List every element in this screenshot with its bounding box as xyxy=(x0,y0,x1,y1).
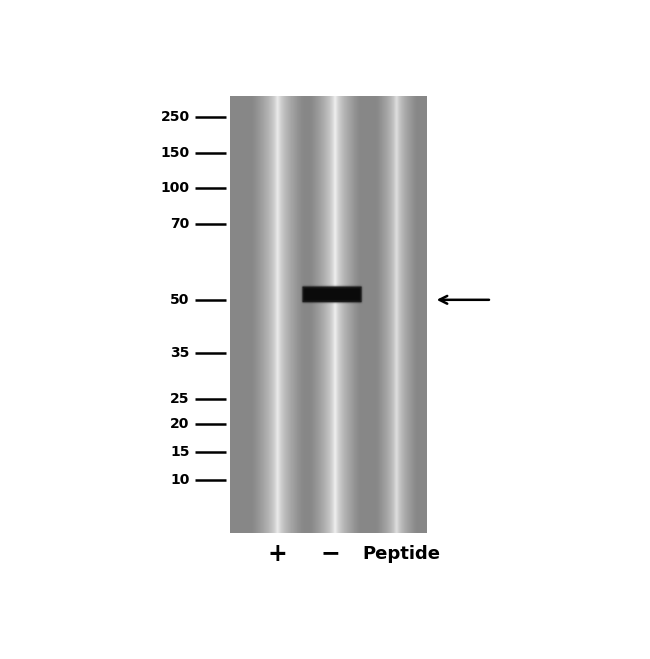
Text: 50: 50 xyxy=(170,293,190,307)
Text: 150: 150 xyxy=(161,146,190,159)
Text: 15: 15 xyxy=(170,445,190,459)
Text: 35: 35 xyxy=(170,346,190,360)
Text: 70: 70 xyxy=(170,217,190,231)
Text: 250: 250 xyxy=(161,110,190,124)
Text: 10: 10 xyxy=(170,473,190,487)
Text: −: − xyxy=(320,542,340,565)
Text: 25: 25 xyxy=(170,391,190,406)
Text: 20: 20 xyxy=(170,417,190,431)
Text: +: + xyxy=(267,542,287,565)
Text: 100: 100 xyxy=(161,181,190,195)
Text: Peptide: Peptide xyxy=(363,544,441,563)
